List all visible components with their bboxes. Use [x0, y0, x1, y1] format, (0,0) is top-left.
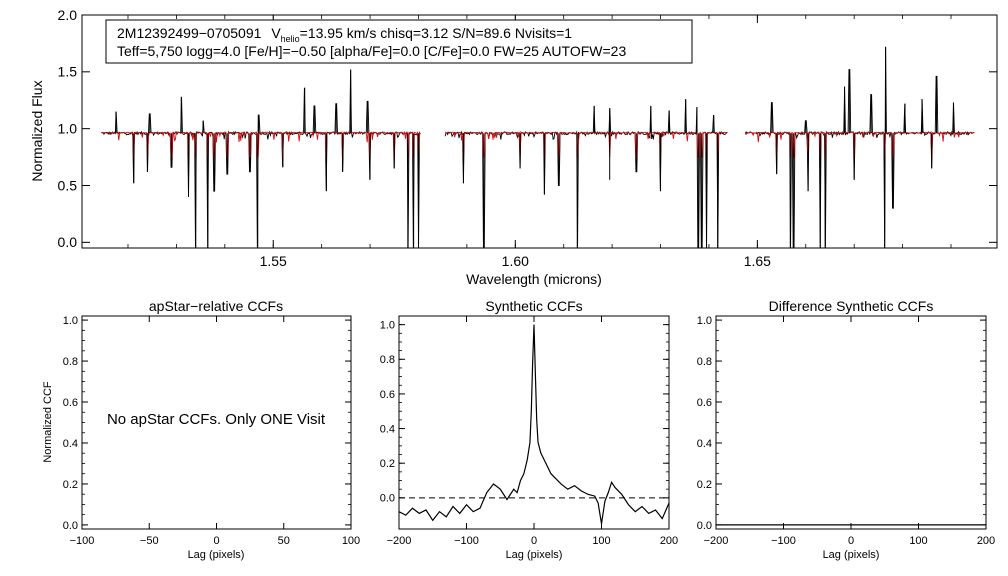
x-tick-label: 200: [660, 535, 678, 547]
model-spectrum-line: [444, 131, 728, 158]
spectrum-ticks: 1.55 1.60 1.65 0.0 0.5 1.0 1.5 2.0: [58, 7, 997, 269]
x-tick-label: 200: [977, 535, 995, 547]
observed-spectrum-line: [444, 99, 728, 249]
spectrum-x-axis-label: Wavelength (microns): [466, 271, 602, 287]
info-line-2: Teff=5,750 logg=4.0 [Fe/H]=−0.50 [alpha/…: [117, 43, 626, 59]
y-tick-label: 0.4: [697, 438, 712, 450]
y-tick-label: 0.6: [697, 397, 712, 409]
x-tick-label: 1.60: [502, 253, 529, 269]
y-tick-label: 0.8: [63, 356, 78, 368]
apstar-ccf-y-axis-label: Normalized CCF: [42, 381, 54, 463]
x-tick-label: 100: [592, 535, 610, 547]
apstar-ccf-x-axis-label: Lag (pixels): [188, 549, 245, 561]
spectrum-panel: 1.55 1.60 1.65 0.0 0.5 1.0 1.5 2.0 Wavelength (…: [29, 7, 998, 287]
x-tick-label: −200: [387, 535, 412, 547]
x-tick-label: 0: [531, 535, 537, 547]
y-tick-label: 2.0: [58, 7, 78, 23]
synthetic-ccf-axes-frame: [398, 315, 670, 530]
y-tick-label: 0.6: [63, 397, 78, 409]
vhelio-subscript: helio: [281, 34, 300, 44]
difference-ccf-ticks: −200 −100 0 100 200 0.0 0.2 0.4 0.6 0.8 1.0: [697, 315, 995, 547]
observed-spectrum-line: [744, 46, 975, 249]
difference-ccf-title: Difference Synthetic CCFs: [769, 298, 934, 314]
y-tick-label: 0.2: [697, 479, 712, 491]
y-tick-label: 0.6: [380, 389, 395, 401]
model-spectrum-line: [744, 131, 975, 158]
synthetic-ccf-ticks: −200 −100 0 100 200 0.0 0.2 0.4 0.6 0.8 1.0: [380, 316, 678, 547]
x-tick-label: −100: [771, 535, 796, 547]
model-spectrum-line: [101, 130, 421, 158]
spectrum-info-box: 2M12392499−0705091 Vhelio=13.95 km/s chi…: [105, 19, 693, 64]
y-tick-label: 0.0: [63, 520, 78, 532]
spectrum-axes-frame: [81, 14, 998, 249]
info-box-frame: [105, 19, 693, 64]
apstar-ccf-ticks: −100 −50 0 50 100 0.0 0.2 0.4 0.6 0.8 1.0: [63, 315, 360, 547]
x-tick-label: 0: [213, 535, 219, 547]
synthetic-ccf-panel: Synthetic CCFs −200 −100 0 100 200 0.0 0.2 0.4 0…: [380, 298, 678, 561]
x-tick-label: −200: [704, 535, 729, 547]
y-tick-label: 1.0: [63, 315, 78, 327]
apstar-ccf-title: apStar−relative CCFs: [149, 298, 283, 314]
apstar-ccf-panel: apStar−relative CCFs −100 −50 0 50 100 0.0 0.2…: [42, 298, 360, 561]
x-tick-label: −100: [70, 535, 95, 547]
difference-ccf-panel: Difference Synthetic CCFs −200 −100 0 100 20…: [697, 298, 995, 561]
apstar-ccf-message: No apStar CCFs. Only ONE Visit: [107, 411, 326, 428]
observed-spectrum-line: [101, 69, 421, 249]
y-tick-label: 0.4: [380, 423, 395, 435]
difference-ccf-axes-frame: [715, 315, 987, 530]
x-tick-label: 100: [909, 535, 927, 547]
x-tick-label: 0: [848, 535, 854, 547]
synthetic-ccf-plot-area: [398, 324, 670, 524]
y-tick-label: 0.0: [380, 493, 395, 505]
y-tick-label: 1.0: [380, 320, 395, 332]
y-tick-label: 1.5: [58, 64, 78, 80]
vhelio-symbol: V: [271, 25, 281, 41]
info-line-1-values: =13.95 km/s chisq=3.12 S/N=89.6 Nvisits=…: [300, 25, 573, 41]
x-tick-label: 100: [342, 535, 360, 547]
y-tick-label: 0.4: [63, 438, 78, 450]
synthetic-ccf-title: Synthetic CCFs: [485, 298, 582, 314]
x-tick-label: 50: [278, 535, 290, 547]
synthetic-ccf-line: [398, 324, 670, 524]
star-id: 2M12392499−0705091: [117, 25, 262, 41]
y-tick-label: 1.0: [697, 315, 712, 327]
x-tick-label: −100: [454, 535, 479, 547]
synthetic-ccf-x-axis-label: Lag (pixels): [506, 549, 563, 561]
y-tick-label: 0.8: [697, 356, 712, 368]
spectrum-y-axis-label: Normalized Flux: [29, 80, 45, 181]
y-tick-label: 0.5: [58, 177, 78, 193]
spectrum-plot-area: [101, 46, 975, 249]
y-tick-label: 0.2: [63, 479, 78, 491]
y-tick-label: 0.8: [380, 354, 395, 366]
x-tick-label: 1.55: [260, 253, 287, 269]
y-tick-label: 1.0: [58, 121, 78, 137]
y-tick-label: 0.0: [58, 234, 78, 250]
info-line-1: 2M12392499−0705091 Vhelio=13.95 km/s chi…: [117, 25, 572, 44]
x-tick-label: 1.65: [744, 253, 771, 269]
difference-ccf-x-axis-label: Lag (pixels): [823, 549, 880, 561]
y-tick-label: 0.0: [697, 520, 712, 532]
x-tick-label: −50: [140, 535, 159, 547]
y-tick-label: 0.2: [380, 458, 395, 470]
